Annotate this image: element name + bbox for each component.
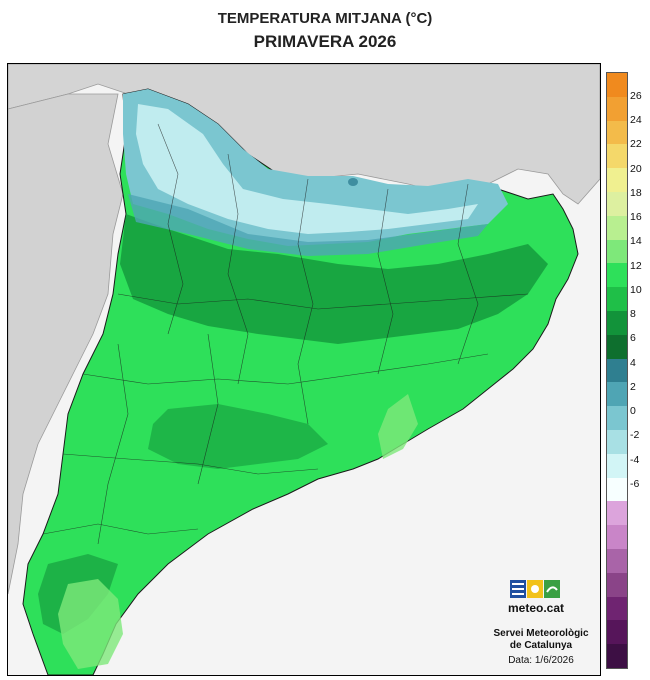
legend-swatch [607,96,627,121]
legend-swatch [607,644,627,668]
legend-swatch [607,310,627,335]
legend-swatch [607,453,627,478]
org-line-2: de Catalunya [509,640,573,651]
map-title: TEMPERATURA MITJANA (°C) [217,10,433,27]
legend-label: -4 [630,453,640,466]
legend-label: 6 [630,332,636,345]
organization-name: Servei Meteorològic de Catalunya [486,628,596,652]
org-line-1: Servei Meteorològic [493,628,589,639]
legend-swatch [607,287,627,311]
legend-swatch [607,334,627,359]
legend-swatch [607,144,627,169]
legend-swatch [607,191,627,216]
legend-swatch [607,215,627,240]
legend-label: 22 [630,138,642,151]
legend-label: 10 [630,283,642,296]
legend-swatch [607,525,627,549]
legend-swatch [607,501,627,526]
pyrenees-mid-zone [128,194,488,256]
legend-labels: 26 24 22 20 18 16 14 12 10 8 6 4 2 0 -2 -4 -6 [630,72,650,667]
logo-text: meteo.cat [508,601,565,615]
pyrenees-coldest-zone [136,104,478,234]
legend-swatch [607,120,627,145]
legend-label: 4 [630,356,636,369]
legend-label: 0 [630,405,636,418]
legend-swatch [607,382,627,407]
legend-label: 14 [630,235,642,248]
dark-green-zone-central [120,214,548,344]
map-date: Data: 1/6/2026 [508,655,574,666]
legend-label: 2 [630,380,636,393]
legend-swatch [607,548,627,573]
legend-swatch [607,168,627,192]
light-green-delta [58,579,123,669]
dark-green-zone-south [148,404,328,469]
legend-swatch [607,477,627,502]
legend-label: -6 [630,477,640,490]
light-green-coast [378,394,418,459]
neighbor-land-west [8,93,124,595]
legend-swatch [607,239,627,264]
map-svg [8,64,600,675]
legend-label: 20 [630,162,642,175]
legend-swatch [607,596,627,621]
legend-label: 16 [630,211,642,224]
temperature-map [7,63,601,676]
legend-swatch [607,358,627,383]
map-subtitle: PRIMAVERA 2026 [253,32,397,51]
legend-label: 26 [630,89,642,102]
legend-label: 24 [630,114,642,127]
legend-swatch [607,406,627,430]
lake [348,178,358,186]
legend-label: 8 [630,308,636,321]
legend-swatch [607,572,627,597]
legend-swatch [607,73,627,97]
legend-swatch [607,429,627,454]
color-legend [606,72,628,669]
meteocat-logo [510,580,560,620]
comarca-boundaries [42,123,529,545]
legend-label: 18 [630,186,642,199]
legend-label: -2 [630,429,640,442]
legend-swatch [607,620,627,645]
legend-swatch [607,263,627,288]
legend-label: 12 [630,259,642,272]
